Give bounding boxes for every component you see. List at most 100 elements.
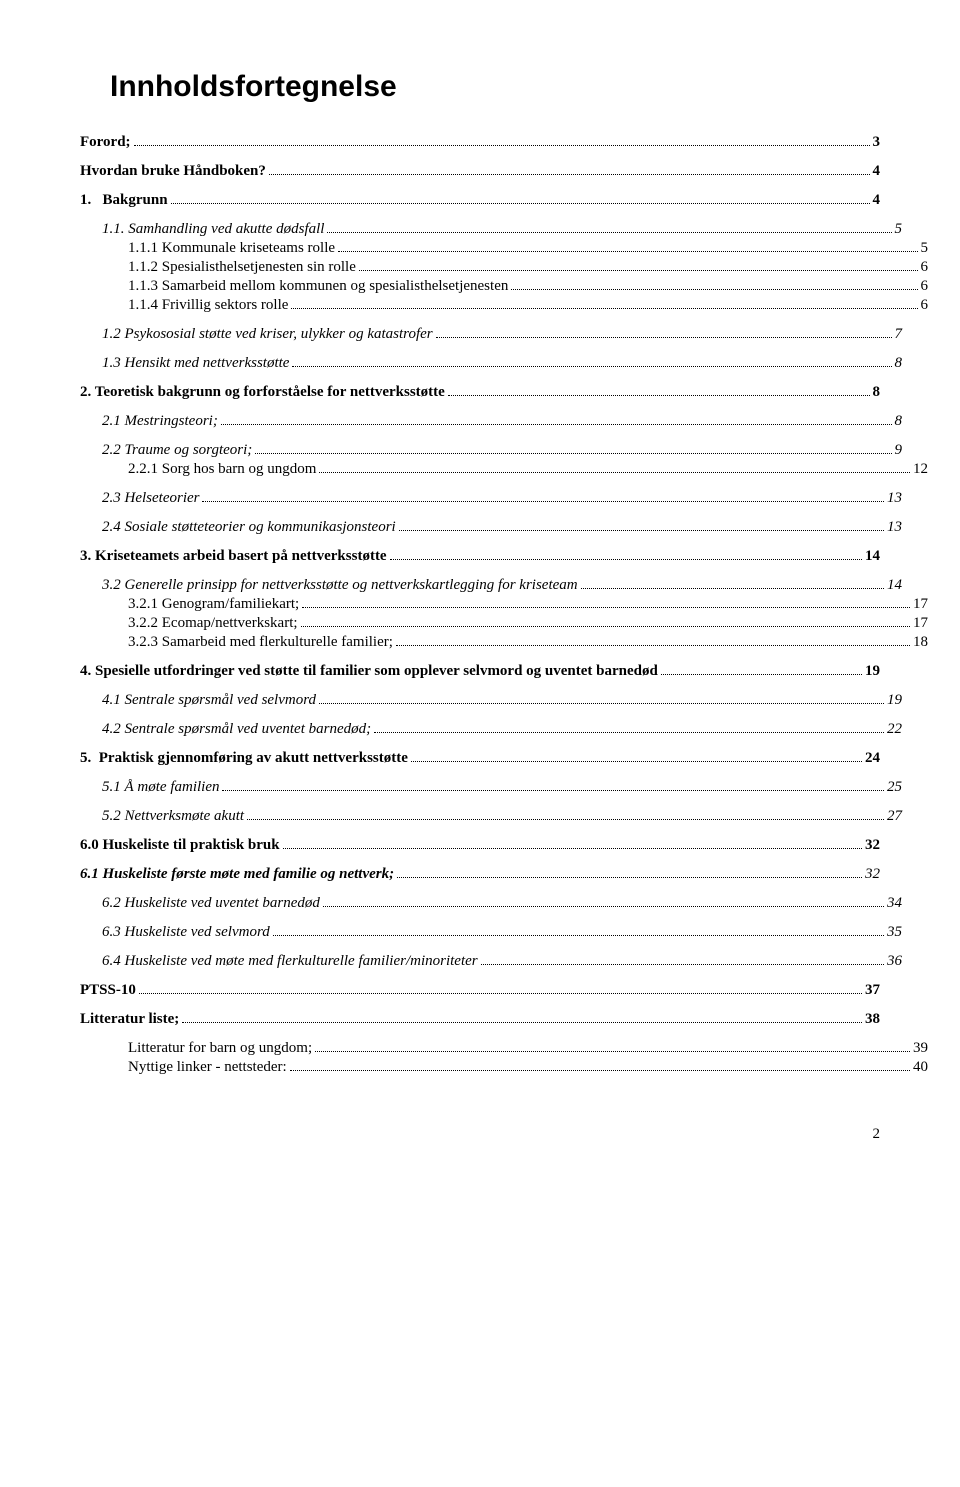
toc-entry-label: 1.1.1 Kommunale kriseteams rolle: [128, 240, 335, 257]
toc-dots: [581, 577, 884, 589]
toc-entry: 3.2 Generelle prinsipp for nettverksstøt…: [80, 577, 902, 594]
toc-entry-page: 22: [887, 721, 902, 738]
toc-entry-page: 27: [887, 808, 902, 825]
toc-entry-page: 35: [887, 924, 902, 941]
toc-entry-page: 5: [921, 240, 929, 257]
toc-dots: [397, 866, 862, 878]
toc-entry: 4. Spesielle utfordringer ved støtte til…: [80, 663, 880, 680]
toc-entry-page: 3: [873, 134, 881, 151]
toc-entry-page: 39: [913, 1040, 928, 1057]
toc-dots: [301, 615, 910, 627]
toc-entry-page: 40: [913, 1059, 928, 1076]
page-number: 2: [80, 1126, 880, 1143]
toc-entry: 1.3 Hensikt med nettverksstøtte 8: [80, 355, 902, 372]
toc-entry-label: 4.1 Sentrale spørsmål ved selvmord: [102, 692, 316, 709]
toc-entry-page: 19: [865, 663, 880, 680]
toc-dots: [139, 982, 862, 994]
toc-entry-label: PTSS-10: [80, 982, 136, 999]
toc-entry: 6.3 Huskeliste ved selvmord35: [80, 924, 902, 941]
toc-dots: [269, 163, 870, 175]
toc-entry-label: 2.4 Sosiale støtteteorier og kommunikasj…: [102, 519, 396, 536]
toc-dots: [511, 278, 917, 290]
toc-entry-page: 36: [887, 953, 902, 970]
toc-dots: [338, 240, 917, 252]
toc-entry-label: 2.2.1 Sorg hos barn og ungdom: [128, 461, 316, 478]
toc-entry-page: 12: [913, 461, 928, 478]
toc-dots: [171, 192, 870, 204]
toc-entry-label: 6.2 Huskeliste ved uventet barnedød: [102, 895, 320, 912]
toc-dots: [448, 384, 870, 396]
toc-entry-label: 3.2 Generelle prinsipp for nettverksstøt…: [102, 577, 578, 594]
toc-entry: 1.1. Samhandling ved akutte dødsfall5: [80, 221, 902, 238]
toc-title: Innholdsfortegnelse: [110, 70, 880, 104]
toc-entry-page: 8: [895, 355, 903, 372]
toc-entry-label: 4.2 Sentrale spørsmål ved uventet barned…: [102, 721, 371, 738]
toc-entry-label: 6.1 Huskeliste første møte med familie o…: [80, 866, 394, 883]
toc-entry: 5.2 Nettverksmøte akutt27: [80, 808, 902, 825]
toc-dots: [292, 355, 891, 367]
toc-dots: [182, 1011, 862, 1023]
toc-entry-label: 2. Teoretisk bakgrunn og forforståelse f…: [80, 384, 445, 401]
toc-entry-label: 6.4 Huskeliste ved møte med flerkulturel…: [102, 953, 478, 970]
toc-entry-label: 6.0 Huskeliste til praktisk bruk: [80, 837, 280, 854]
toc-dots: [222, 779, 884, 791]
toc-dots: [273, 924, 884, 936]
toc-dots: [396, 634, 910, 646]
toc-dots: [359, 259, 918, 271]
toc-entry-label: 2.3 Helseteorier: [102, 490, 199, 507]
toc-entry-page: 25: [887, 779, 902, 796]
toc-entry-page: 6: [921, 278, 929, 295]
toc-dots: [374, 721, 884, 733]
toc-entry: 3. Kriseteamets arbeid basert på nettver…: [80, 548, 880, 565]
toc-dots: [411, 750, 862, 762]
toc-dots: [202, 490, 884, 502]
toc-entry-page: 8: [895, 413, 903, 430]
toc-entry-page: 17: [913, 596, 928, 613]
toc-entry-page: 19: [887, 692, 902, 709]
toc-dots: [221, 413, 892, 425]
toc-entry-page: 6: [921, 297, 929, 314]
toc-entry-page: 38: [865, 1011, 880, 1028]
toc-container: Forord;3 Hvordan bruke Håndboken?4 1. Bakg…: [80, 134, 880, 1076]
toc-entry-label: 4. Spesielle utfordringer ved støtte til…: [80, 663, 658, 680]
toc-entry: 3.2.3 Samarbeid med flerkulturelle famil…: [80, 634, 928, 651]
toc-entry-label: 1.1.2 Spesialisthelsetjenesten sin rolle: [128, 259, 356, 276]
toc-entry-label: 1.3 Hensikt med nettverksstøtte: [102, 355, 289, 372]
toc-entry-page: 4: [873, 192, 881, 209]
toc-entry-page: 9: [895, 442, 903, 459]
toc-entry-label: 5.1 Å møte familien: [102, 779, 219, 796]
toc-entry-label: 3.2.2 Ecomap/nettverkskart;: [128, 615, 298, 632]
toc-dots: [390, 548, 862, 560]
toc-entry-page: 8: [873, 384, 881, 401]
toc-dots: [319, 461, 910, 473]
toc-entry: 1.1.2 Spesialisthelsetjenesten sin rolle…: [80, 259, 928, 276]
toc-entry-label: 1. Bakgrunn: [80, 192, 168, 209]
toc-entry: 1.1.3 Samarbeid mellom kommunen og spesi…: [80, 278, 928, 295]
toc-entry-label: 3.2.3 Samarbeid med flerkulturelle famil…: [128, 634, 393, 651]
toc-dots: [247, 808, 884, 820]
toc-entry: 5.1 Å møte familien 25: [80, 779, 902, 796]
toc-entry: 1.2 Psykososial støtte ved kriser, ulykk…: [80, 326, 902, 343]
toc-dots: [315, 1040, 910, 1052]
toc-entry-page: 18: [913, 634, 928, 651]
toc-entry-page: 4: [873, 163, 881, 180]
toc-dots: [319, 692, 884, 704]
toc-entry-page: 17: [913, 615, 928, 632]
toc-entry: Forord;3: [80, 134, 880, 151]
toc-entry-label: Litteratur liste;: [80, 1011, 179, 1028]
toc-entry: 1. Bakgrunn 4: [80, 192, 880, 209]
toc-entry-label: 1.2 Psykososial støtte ved kriser, ulykk…: [102, 326, 433, 343]
toc-entry-page: 34: [887, 895, 902, 912]
toc-entry: 1.1.1 Kommunale kriseteams rolle 5: [80, 240, 928, 257]
toc-entry-page: 14: [887, 577, 902, 594]
toc-dots: [291, 297, 917, 309]
toc-entry: 2.4 Sosiale støtteteorier og kommunikasj…: [80, 519, 902, 536]
toc-entry: 6.4 Huskeliste ved møte med flerkulturel…: [80, 953, 902, 970]
toc-entry: 2. Teoretisk bakgrunn og forforståelse f…: [80, 384, 880, 401]
toc-entry: Hvordan bruke Håndboken?4: [80, 163, 880, 180]
toc-entry: 6.1 Huskeliste første møte med familie o…: [80, 866, 880, 883]
toc-dots: [481, 953, 884, 965]
toc-dots: [399, 519, 884, 531]
toc-entry: 2.1 Mestringsteori;8: [80, 413, 902, 430]
toc-entry-label: 1.1.3 Samarbeid mellom kommunen og spesi…: [128, 278, 508, 295]
